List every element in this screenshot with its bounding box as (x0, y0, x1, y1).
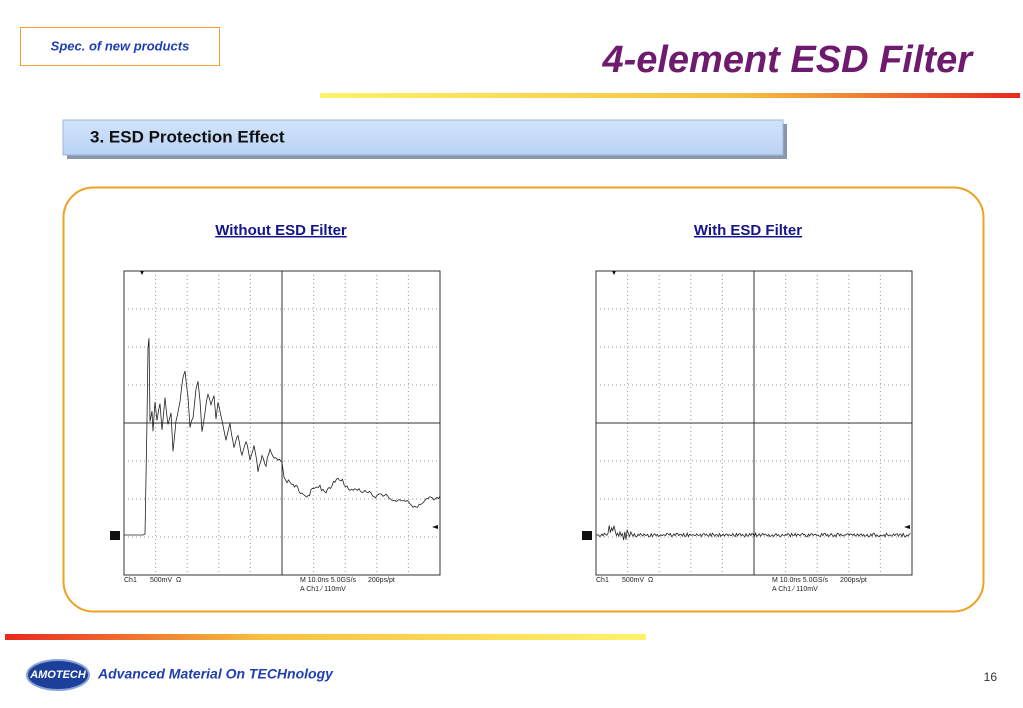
scope-label: Ch1 (124, 577, 137, 584)
panel-frame (62, 186, 985, 613)
waveform (124, 338, 441, 536)
ground-marker (582, 531, 592, 540)
scope-label: Ω (176, 577, 181, 584)
scope-label: A Ch1 ⁄ 110mV (300, 586, 346, 593)
level-marker (904, 525, 910, 529)
level-marker (432, 525, 438, 529)
section-heading: 3. ESD Protection Effect (90, 127, 285, 146)
logo-text: AMOTECH (29, 669, 87, 681)
scope-label: A Ch1 ⁄ 110mV (772, 586, 818, 593)
title: 4-element ESD Filter (601, 39, 974, 81)
waveform (596, 525, 911, 541)
scope-label: Ch1 (596, 577, 609, 584)
trigger-marker (612, 271, 616, 275)
panel-caption: Without ESD Filter (215, 222, 347, 239)
scope-label: 500mV (622, 577, 645, 584)
tag-box (20, 27, 220, 66)
divider (5, 634, 646, 640)
logo (26, 659, 90, 691)
panel-caption: With ESD Filter (694, 222, 802, 239)
scope-label: M 10.0ns 5.0GS/s (300, 577, 357, 584)
scope-label: Ω (648, 577, 653, 584)
tagline: Advanced Material On TECHnology (97, 666, 334, 682)
tag: Spec. of new products (51, 38, 190, 53)
scope-label: 200ps/pt (840, 577, 867, 584)
trigger-marker (140, 271, 144, 275)
scope-label: 200ps/pt (368, 577, 395, 584)
scope-label: M 10.0ns 5.0GS/s (772, 577, 829, 584)
ground-marker (110, 531, 120, 540)
page-number: 16 (984, 670, 998, 684)
scope-label: 500mV (150, 577, 173, 584)
divider (320, 93, 1020, 98)
section-bar (62, 119, 784, 156)
